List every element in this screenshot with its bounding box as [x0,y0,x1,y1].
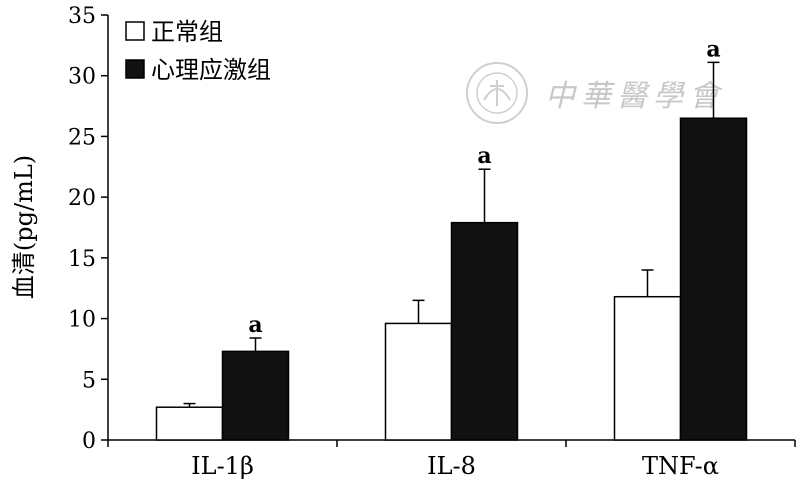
y-tick-label: 5 [82,368,96,393]
error-bars-layer [183,61,720,408]
legend-label-stress: 心理应激组 [151,56,271,84]
y-tick-label: 15 [68,247,96,272]
bars-layer [155,117,748,441]
significance-label: a [477,143,491,169]
x-axis [107,439,796,447]
bar-stress-1 [450,221,519,441]
category-label: IL-8 [427,452,476,480]
watermark-seal-icon [466,62,528,124]
category-labels: IL-1β IL-8 TNF-α [191,452,719,480]
legend: 正常组 心理应激组 [125,18,271,84]
significance-label: a [706,36,720,62]
watermark-text: 中華醫學會 [545,79,725,114]
category-label: IL-1β [191,452,254,480]
bar-normal-2 [613,295,682,441]
legend-swatch-normal [125,21,145,41]
y-axis: 0 5 10 15 20 25 30 35 [68,4,109,454]
legend-swatch-stress [125,59,145,79]
bar-stress-2 [679,117,748,441]
significance-label: a [248,312,262,338]
y-tick-label: 10 [68,308,96,333]
y-tick-label: 35 [68,4,96,29]
y-tick-label: 20 [68,186,96,211]
legend-label-normal: 正常组 [151,18,223,46]
y-axis-title: 血清(pg/mL) [10,155,38,299]
y-tick-label: 25 [68,125,96,150]
bar-stress-0 [221,350,290,441]
y-tick-label: 30 [68,65,96,90]
category-label: TNF-α [642,452,719,480]
y-tick-label: 0 [82,429,96,454]
significance-layer: a a a [248,36,720,338]
bar-normal-1 [384,322,453,441]
watermark: 中華醫學會 [466,62,725,124]
bar-normal-0 [155,406,224,441]
